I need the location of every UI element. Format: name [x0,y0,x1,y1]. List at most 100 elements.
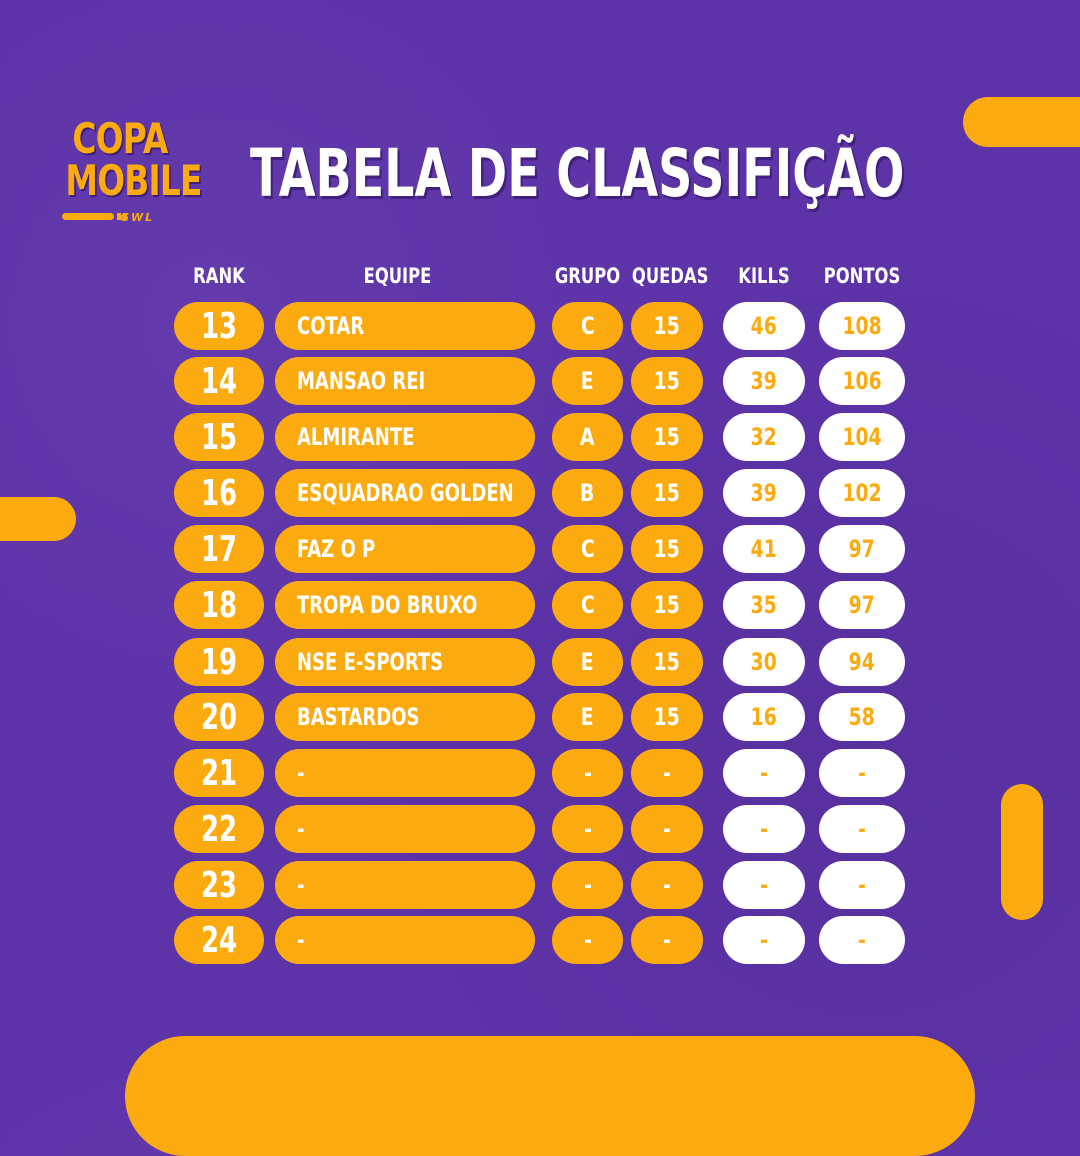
quedas-cell: 15 [631,413,703,461]
quedas-cell: 15 [631,469,703,517]
kills-value: - [760,815,768,843]
pontos-value: 104 [842,423,882,451]
quedas-cell: 15 [631,581,703,629]
grupo-value: - [583,759,592,787]
pontos-cell: 106 [819,357,905,405]
quedas-cell: 15 [631,693,703,741]
quedas-cell: - [631,749,703,797]
quedas-value: 15 [653,648,681,676]
table-row: 17 FAZ O P C 15 41 97 [0,525,1080,573]
table-row: 16 ESQUADRAO GOLDEN B 15 39 102 [0,469,1080,517]
table-row: 22 - - - - - [0,805,1080,853]
rank-cell: 19 [174,638,264,686]
kills-value: 30 [750,648,778,676]
team-cell: NSE E-SPORTS [275,638,535,686]
rank-value: 19 [200,641,238,683]
quedas-value: - [663,815,671,843]
grupo-value: E [581,703,594,731]
pontos-cell: 94 [819,638,905,686]
pontos-value: 58 [848,703,876,731]
header-kills: KILLS [738,264,790,288]
grupo-cell: C [552,525,623,573]
table-row: 13 COTAR C 15 46 108 [0,302,1080,350]
quedas-value: - [663,871,671,899]
table-row: 19 NSE E-SPORTS E 15 30 94 [0,638,1080,686]
rank-value: 16 [200,472,238,514]
decorative-pill-top-right [963,97,1080,147]
kills-cell: 32 [723,413,805,461]
pontos-value: 106 [842,367,882,395]
kills-cell: 46 [723,302,805,350]
decorative-bar-bottom [125,1036,975,1156]
pontos-cell: 102 [819,469,905,517]
pontos-value: - [858,759,866,787]
quedas-cell: 15 [631,638,703,686]
grupo-cell: C [552,302,623,350]
table-row: 15 ALMIRANTE A 15 32 104 [0,413,1080,461]
quedas-value: - [663,759,671,787]
team-name: - [297,926,305,954]
decorative-pill-right [1001,784,1043,920]
grupo-cell: - [552,805,623,853]
grupo-cell: - [552,861,623,909]
quedas-cell: - [631,916,703,964]
rank-value: 18 [200,584,238,626]
quedas-value: - [663,926,671,954]
rank-value: 15 [200,416,238,458]
rank-value: 13 [200,305,238,347]
kills-value: 46 [750,312,778,340]
pontos-cell: 104 [819,413,905,461]
team-name: NSE E-SPORTS [297,648,444,676]
kills-cell: 39 [723,469,805,517]
kills-cell: 30 [723,638,805,686]
grupo-cell: C [552,581,623,629]
kills-value: - [760,871,768,899]
rank-cell: 24 [174,916,264,964]
quedas-value: 15 [653,591,681,619]
quedas-value: 15 [653,535,681,563]
rank-value: 14 [200,360,238,402]
header-pontos: PONTOS [823,264,901,288]
table-row: 24 - - - - - [0,916,1080,964]
kills-value: - [760,759,768,787]
decorative-pill-left [0,497,76,541]
table-row: 21 - - - - - [0,749,1080,797]
quedas-value: 15 [653,367,681,395]
team-name: - [297,815,305,843]
grupo-value: B [580,479,595,507]
kills-cell: - [723,805,805,853]
kills-cell: 39 [723,357,805,405]
team-cell: - [275,749,535,797]
quedas-cell: 15 [631,525,703,573]
team-name: TROPA DO BRUXO [297,591,478,619]
header-grupo: GRUPO [554,264,621,288]
pontos-cell: 108 [819,302,905,350]
rank-value: 23 [200,864,238,906]
grupo-value: C [580,591,595,619]
kills-value: 32 [750,423,778,451]
pontos-value: 97 [848,591,876,619]
grupo-cell: B [552,469,623,517]
grupo-cell: E [552,693,623,741]
page-title: TABELA DE CLASSIFIÇÃO [250,135,905,212]
kills-value: 16 [750,703,778,731]
header-quedas: QUEDAS [631,264,709,288]
grupo-value: C [580,535,595,563]
kills-cell: 35 [723,581,805,629]
team-cell: FAZ O P [275,525,535,573]
team-name: - [297,871,305,899]
team-cell: - [275,861,535,909]
quedas-cell: 15 [631,357,703,405]
pontos-cell: - [819,916,905,964]
header-rank: RANK [193,264,245,288]
quedas-cell: - [631,861,703,909]
quedas-cell: 15 [631,302,703,350]
quedas-value: 15 [653,423,681,451]
team-cell: - [275,805,535,853]
pontos-value: - [858,871,866,899]
team-cell: ALMIRANTE [275,413,535,461]
team-name: ESQUADRAO GOLDEN [297,479,514,507]
rank-value: 17 [200,528,238,570]
rank-value: 21 [200,752,238,794]
team-name: BASTARDOS [297,703,420,731]
